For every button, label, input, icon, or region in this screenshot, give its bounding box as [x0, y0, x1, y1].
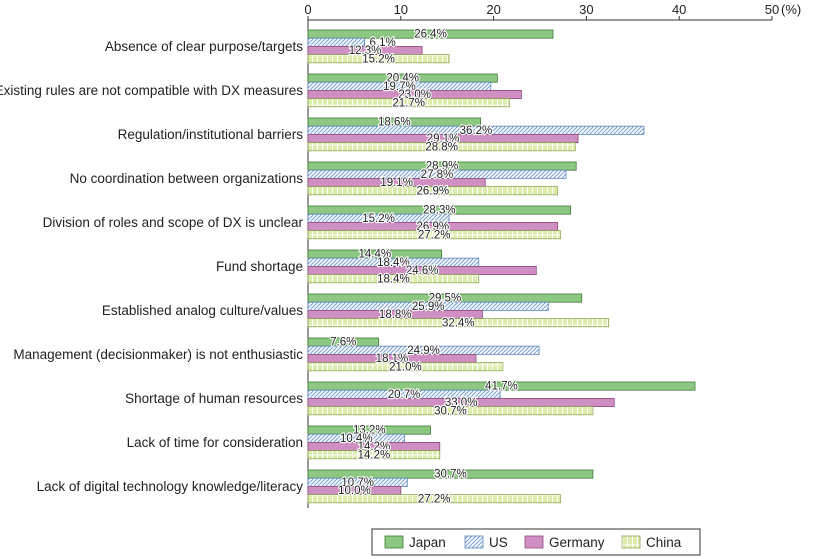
category-label: Management (decisionmaker) is not enthus…: [13, 347, 303, 362]
category-label: Division of roles and scope of DX is unc…: [43, 215, 304, 230]
legend-swatch-germany: [524, 535, 544, 549]
data-label: 24.9%: [407, 345, 440, 357]
bar-china: [307, 98, 510, 108]
legend-swatch-china: [621, 535, 641, 549]
bar-china: [307, 318, 610, 328]
data-label: 21.0%: [389, 361, 422, 373]
bar-china: [307, 450, 441, 460]
x-tick-label: 10: [394, 2, 408, 17]
bar-china: [307, 230, 561, 240]
legend-box: [371, 528, 701, 556]
legend-label-germany: Germany: [549, 535, 605, 550]
data-label: 15.2%: [362, 213, 395, 225]
category-label: Absence of clear purpose/targets: [105, 39, 303, 54]
data-label: 24.6%: [406, 265, 439, 277]
category-label: Shortage of human resources: [125, 391, 303, 406]
bar-china: [307, 362, 504, 372]
bar-japan: [307, 29, 554, 39]
bar-japan: [307, 381, 696, 391]
data-label: 10.0%: [338, 485, 371, 497]
bar-china: [307, 274, 480, 284]
data-label: 10.4%: [340, 433, 373, 445]
data-label: 26.9%: [417, 221, 450, 233]
data-label: 33.0%: [445, 397, 478, 409]
data-label: 23.0%: [398, 89, 431, 101]
bar-japan: [307, 469, 594, 479]
data-label: 29.5%: [429, 293, 462, 305]
data-label: 28.3%: [423, 205, 456, 217]
data-label: 20.4%: [386, 73, 419, 85]
legend-label-china: China: [646, 535, 682, 550]
data-label: 30.7%: [434, 405, 467, 417]
data-label: 14.2%: [358, 441, 391, 453]
bar-china: [307, 54, 450, 64]
bar-china: [307, 406, 594, 416]
data-label: 26.9%: [417, 185, 450, 197]
data-label: 19.7%: [383, 81, 416, 93]
data-label: 27.8%: [421, 169, 454, 181]
data-label: 27.2%: [418, 493, 451, 505]
data-label: 28.8%: [425, 141, 458, 153]
data-label: 6.1%: [369, 37, 395, 49]
legend: Japan US Germany China: [371, 528, 701, 556]
data-label: 32.4%: [442, 317, 475, 329]
x-tick-label: 20: [486, 2, 500, 17]
category-label: Regulation/institutional barriers: [118, 127, 304, 142]
data-label: 41.7%: [485, 381, 518, 393]
legend-swatch-japan: [384, 535, 404, 549]
data-label: 18.8%: [379, 309, 412, 321]
data-label: 18.4%: [377, 273, 410, 285]
category-label: Established analog culture/values: [102, 303, 303, 318]
legend-swatch-us: [464, 535, 484, 549]
axis-layer: 0 10 20 30 40 50 (%) Absence of clear purpose/t…: [0, 2, 801, 508]
data-label: 19.1%: [380, 177, 413, 189]
x-tick-label: 30: [579, 2, 593, 17]
category-label: No coordination between organizations: [70, 171, 304, 186]
data-label: 30.7%: [434, 469, 467, 481]
data-label: 29.1%: [427, 133, 460, 145]
category-label: Lack of time for consideration: [127, 435, 303, 450]
data-label: 18.6%: [378, 117, 411, 129]
data-label: 13.2%: [353, 425, 386, 437]
data-label: 10.7%: [341, 477, 374, 489]
legend-label-japan: Japan: [409, 535, 446, 550]
data-label: 15.2%: [362, 53, 395, 65]
data-label: 25.9%: [412, 301, 445, 313]
data-label: 12.3%: [349, 45, 382, 57]
bars-layer: [307, 29, 696, 504]
x-tick-label: 40: [672, 2, 686, 17]
data-label: 7.6%: [330, 337, 356, 349]
data-label: 28.9%: [426, 161, 459, 173]
bar-china: [307, 142, 576, 152]
data-label: 18.1%: [376, 353, 409, 365]
bar-china: [307, 186, 559, 196]
data-labels-layer: 26.4%6.1%12.3%15.2%20.4%19.7%23.0%21.7%1…: [329, 28, 519, 507]
data-label: 36.2%: [460, 125, 493, 137]
data-label: 26.4%: [414, 29, 447, 41]
category-label: Lack of digital technology knowledge/lit…: [37, 479, 304, 494]
category-label: Fund shortage: [216, 259, 303, 274]
x-tick-label: 50: [765, 2, 779, 17]
legend-label-us: US: [489, 535, 508, 550]
data-label: 20.7%: [388, 389, 421, 401]
unit-label: (%): [781, 2, 801, 17]
data-label: 21.7%: [392, 97, 425, 109]
data-label: 18.4%: [377, 257, 410, 269]
x-tick-label: 0: [304, 2, 311, 17]
data-label: 27.2%: [418, 229, 451, 241]
data-label: 14.4%: [359, 249, 392, 261]
category-label: Existing rules are not compatible with D…: [0, 83, 303, 98]
data-label: 14.2%: [358, 449, 391, 461]
bar-china: [307, 494, 561, 504]
